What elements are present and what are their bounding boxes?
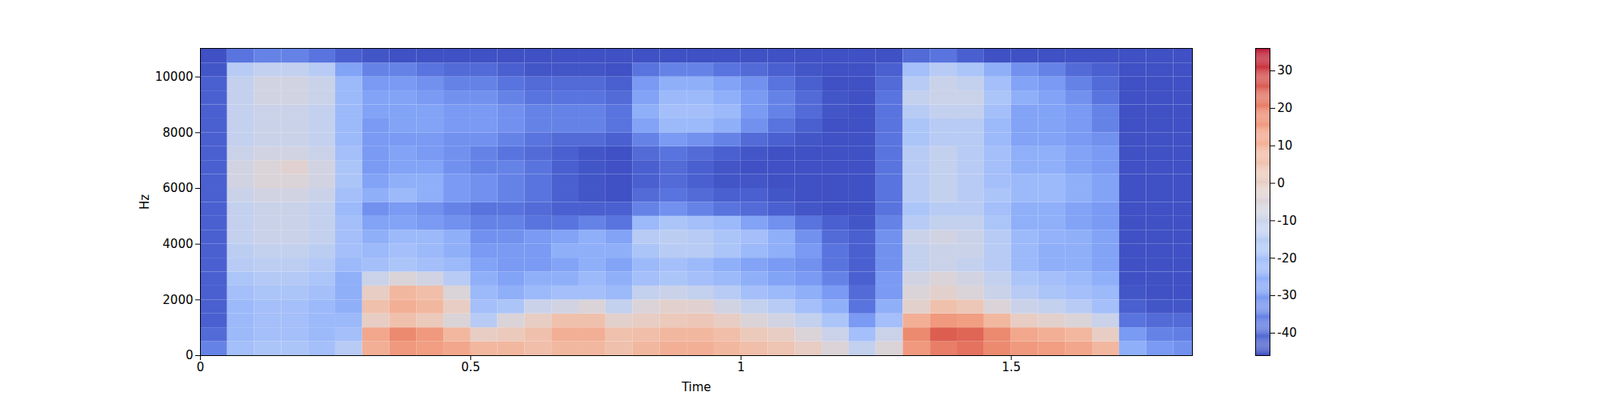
svg-text:10: 10 — [1277, 138, 1293, 153]
svg-text:Hz: Hz — [137, 194, 152, 210]
svg-text:1.5: 1.5 — [1001, 360, 1021, 375]
svg-text:4000: 4000 — [162, 236, 193, 252]
svg-text:-40: -40 — [1277, 325, 1298, 340]
svg-text:20: 20 — [1277, 100, 1293, 116]
svg-text:0: 0 — [196, 360, 205, 375]
svg-text:8000: 8000 — [162, 125, 193, 140]
svg-text:30: 30 — [1277, 63, 1293, 78]
svg-text:6000: 6000 — [162, 180, 193, 196]
svg-text:0.5: 0.5 — [460, 360, 480, 375]
svg-text:Time: Time — [680, 380, 712, 395]
svg-text:10000: 10000 — [155, 69, 194, 84]
svg-text:1: 1 — [736, 360, 745, 375]
svg-text:-30: -30 — [1277, 288, 1298, 303]
svg-text:-20: -20 — [1277, 251, 1298, 266]
svg-text:0: 0 — [1277, 176, 1286, 191]
svg-text:0: 0 — [185, 348, 194, 363]
svg-text:2000: 2000 — [162, 292, 193, 308]
svg-text:-10: -10 — [1277, 213, 1298, 228]
